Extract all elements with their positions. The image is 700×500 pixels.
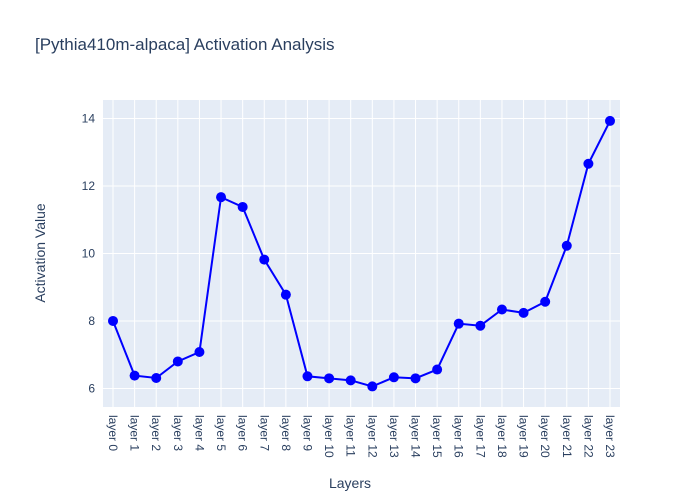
x-tick-label: layer 20 [538,415,552,458]
data-point [453,318,464,329]
data-point [108,315,118,326]
data-point [302,371,313,382]
y-tick-label: 10 [82,247,96,261]
x-tick-label: layer 1 [128,415,142,451]
y-axis-title: Activation Value [32,203,48,303]
x-tick-label: layer 19 [517,415,531,458]
data-point [324,373,335,384]
data-point [561,240,572,251]
data-point [475,320,486,331]
x-tick-label: layer 21 [560,415,574,458]
x-tick-label: layer 18 [495,415,509,458]
x-tick-label: layer 17 [473,415,487,458]
x-tick-label: layer 3 [171,415,185,451]
y-axis-ticks: 6 8 10 12 14 [82,112,96,396]
x-tick-label: layer 8 [279,415,293,451]
data-point [237,201,248,212]
series-points [108,115,615,392]
x-tick-label: layer 9 [300,415,314,451]
data-point [280,289,291,300]
x-tick-label: layer 23 [603,415,617,458]
chart-title: [Pythia410m-alpaca] Activation Analysis [35,35,335,54]
data-point [345,375,356,386]
data-point [410,373,421,384]
data-point [194,347,205,358]
x-tick-label: layer 5 [214,415,228,451]
x-tick-label: layer 10 [322,415,336,458]
x-tick-label: layer 4 [192,415,206,451]
x-tick-label: layer 13 [387,415,401,458]
y-tick-label: 8 [88,314,95,328]
data-point [518,307,529,318]
x-tick-label: layer 6 [236,415,250,451]
data-point [172,356,183,367]
data-point [367,381,378,392]
x-tick-label: layer 7 [257,415,271,451]
x-tick-label: layer 15 [430,415,444,458]
gridlines [103,100,620,407]
data-point [216,192,227,203]
y-tick-label: 12 [82,179,96,193]
data-point [583,158,594,169]
y-tick-label: 14 [82,112,96,126]
x-tick-label: layer 0 [106,415,120,451]
data-point [388,372,399,383]
x-tick-label: layer 11 [344,415,358,457]
x-axis-title: Layers [329,475,371,491]
x-tick-label: layer 14 [409,415,423,458]
data-point [605,115,615,126]
data-point [496,304,507,315]
x-tick-label: layer 12 [365,415,379,458]
data-point [540,296,551,307]
data-point [432,364,443,375]
data-point [151,372,162,383]
y-tick-label: 6 [88,381,95,395]
x-tick-label: layer 2 [149,415,163,451]
data-point [129,370,140,381]
x-axis-ticks: layer 0 layer 1 layer 2 layer 3 layer 4 layer… [106,415,617,458]
x-tick-label: layer 22 [581,415,595,458]
data-point [259,254,270,265]
x-tick-label: layer 16 [452,415,466,458]
